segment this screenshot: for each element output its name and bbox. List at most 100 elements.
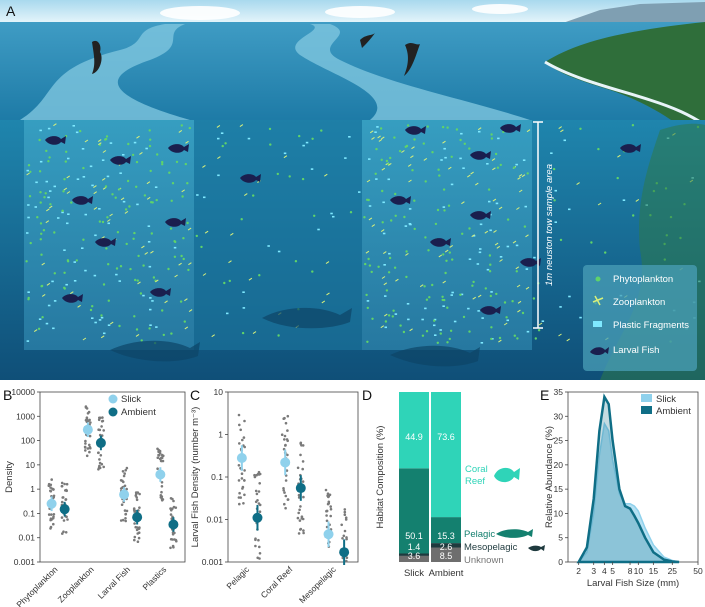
phytoplankton-particle (516, 337, 519, 340)
plastic-fragment (450, 294, 453, 296)
phytoplankton-particle (434, 222, 438, 226)
sample-point (88, 443, 91, 447)
sample-point (125, 466, 129, 470)
phytoplankton-particle (442, 253, 445, 256)
zooplankton-particle (216, 124, 221, 128)
zooplankton-particle (101, 177, 106, 181)
shark-silhouette (262, 307, 352, 329)
legend-zooplankton: Zooplankton (613, 297, 665, 308)
sample-point (237, 496, 241, 499)
zooplankton-particle (377, 135, 381, 139)
zooplankton-particle (124, 210, 129, 214)
zooplankton-particle (63, 187, 68, 191)
phytoplankton-particle (553, 199, 556, 202)
category-label: Ambient (429, 568, 464, 579)
plastic-fragment (481, 317, 484, 319)
zooplankton-particle (408, 179, 412, 183)
zooplankton-particle (77, 304, 81, 308)
sample-point (156, 467, 159, 471)
zooplankton-particle (517, 309, 521, 313)
phytoplankton-particle (29, 170, 32, 173)
bird-icon (404, 42, 420, 76)
phytoplankton-particle (506, 218, 510, 221)
scene-legend: Phytoplankton Zooplankton Plastic Fragme… (583, 265, 697, 371)
zooplankton-particle (204, 230, 209, 234)
bar-segment-mesopelagic (431, 543, 461, 548)
y-axis-label: Habitat Composition (%) (375, 426, 386, 529)
phytoplankton-particle (106, 216, 109, 219)
plastic-fragment (459, 157, 462, 160)
phytoplankton-particle (371, 317, 374, 320)
plastic-fragment (91, 317, 94, 319)
panel-c-chart: C Larval Fish Density (number m⁻³) 0.001… (190, 387, 359, 605)
sample-point (238, 491, 241, 495)
x-tick-label: 15 (649, 566, 659, 576)
sample-point (49, 525, 53, 529)
zooplankton-particle (381, 167, 386, 171)
sample-point (63, 482, 66, 486)
zooplankton-particle (184, 326, 189, 330)
sample-point (64, 498, 67, 501)
phytoplankton-particle (173, 255, 177, 258)
sample-point (302, 495, 305, 499)
zooplankton-particle (244, 193, 248, 197)
bar-segment-coral-reef (399, 392, 429, 469)
zooplankton-particle (475, 182, 479, 186)
phytoplankton-particle (180, 124, 183, 127)
zooplankton-particle (93, 185, 97, 189)
sample-point (123, 472, 126, 475)
zooplankton-particle (369, 130, 374, 134)
plastic-fragment (453, 320, 457, 323)
phytoplankton-particle (39, 238, 42, 241)
density-area-ambient (576, 393, 680, 564)
phytoplankton-particle (459, 293, 462, 296)
zooplankton-particle (484, 230, 489, 234)
plastic-fragment (142, 294, 145, 297)
sample-point (136, 540, 140, 543)
sample-point (60, 481, 64, 485)
phytoplankton-particle (42, 229, 46, 232)
phytoplankton-particle (288, 175, 291, 178)
category-label: Mesopelagic (297, 564, 338, 605)
phytoplankton-particle (135, 185, 138, 188)
plastic-fragment (107, 222, 110, 225)
phytoplankton-particle (405, 144, 409, 148)
phytoplankton-particle (135, 160, 139, 164)
phytoplankton-particle (107, 263, 110, 266)
x-tick-label: 3 (591, 566, 596, 576)
zooplankton-particle (188, 262, 192, 266)
plastic-fragment (554, 221, 557, 223)
sample-point (237, 413, 241, 417)
plastic-fragment (247, 137, 251, 140)
plastic-fragment (72, 125, 75, 127)
phytoplankton-particle (53, 231, 56, 234)
sample-point (88, 434, 92, 438)
zooplankton-particle (185, 140, 189, 144)
phytoplankton-particle (523, 225, 527, 228)
phytoplankton-particle (140, 339, 143, 342)
zooplankton-particle (498, 339, 502, 343)
zooplankton-particle (411, 146, 415, 150)
phytoplankton-particle (127, 142, 130, 146)
sample-point (61, 496, 65, 499)
panel-b-chart: B Density 0.001 0.01 0.1 1 10 100 1000 10000 Phy… (3, 387, 186, 607)
sample-point (243, 493, 246, 497)
phytoplankton-particle (381, 221, 384, 224)
density-area-slick (577, 421, 680, 563)
plastic-fragment (376, 126, 379, 128)
island-shore (544, 60, 705, 127)
phytoplankton-particle (489, 294, 492, 298)
phytoplankton-particle (436, 208, 440, 212)
phytoplankton-particle (221, 144, 224, 148)
sample-point (341, 537, 344, 540)
sample-point (102, 429, 105, 432)
zooplankton-particle (419, 284, 424, 288)
plastic-fragment (136, 203, 139, 206)
phytoplankton-particle (128, 205, 131, 208)
plastic-fragment (387, 178, 390, 181)
phytoplankton-particle (559, 238, 563, 242)
sample-point (97, 451, 100, 455)
phytoplankton-particle (413, 199, 416, 202)
x-axis-label: Larval Fish Size (mm) (587, 578, 679, 589)
plot-frame (39, 391, 186, 563)
